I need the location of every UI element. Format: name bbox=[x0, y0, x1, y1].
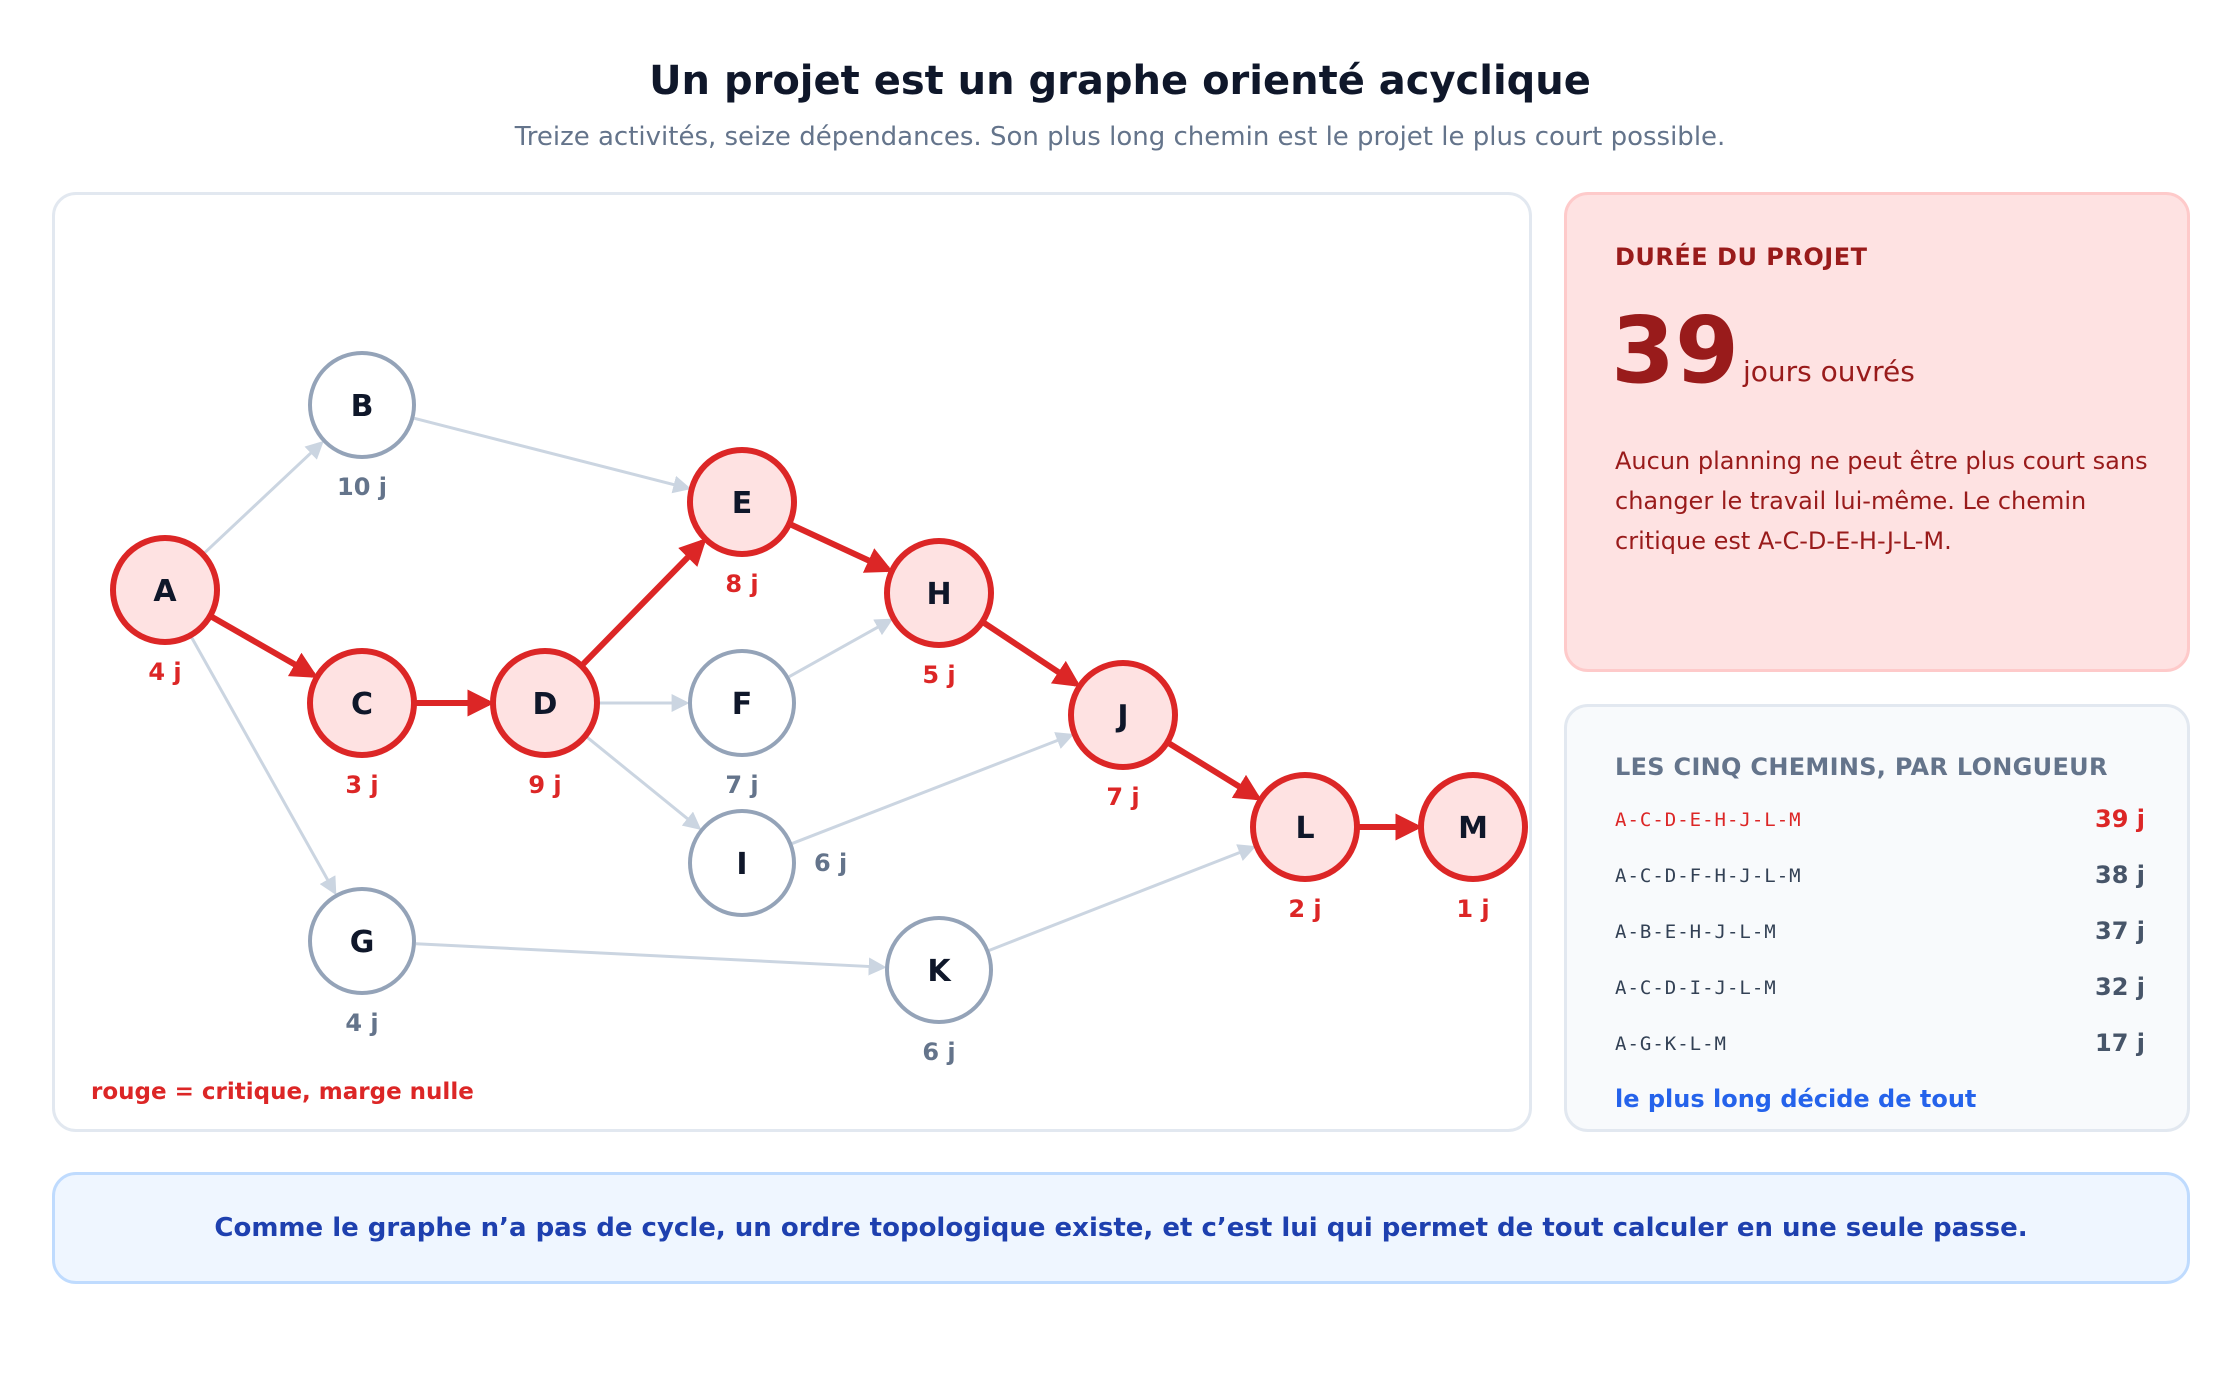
node-label: C bbox=[351, 687, 373, 722]
node-label: G bbox=[350, 925, 375, 960]
edge-A-G bbox=[190, 636, 337, 896]
node-duration: 9 j bbox=[528, 771, 561, 799]
node-duration: 2 j bbox=[1288, 895, 1321, 923]
node-C: C 3 j bbox=[307, 648, 417, 799]
banner-text: Comme le graphe n’a pas de cycle, un ord… bbox=[214, 1213, 2028, 1243]
node-label: M bbox=[1458, 811, 1488, 846]
path-length: 17 j bbox=[2095, 1029, 2145, 1057]
page-subtitle: Treize activités, seize dépendances. Son… bbox=[514, 122, 1726, 152]
node-circle bbox=[307, 648, 417, 758]
path-length: 38 j bbox=[2095, 861, 2145, 889]
node-circle bbox=[688, 649, 796, 757]
node-I: I 6 j bbox=[688, 809, 847, 917]
node-K: K 6 j bbox=[885, 916, 993, 1066]
duration-card: DURÉE DU PROJET 39 jours ouvrés Aucun pl… bbox=[1564, 192, 2190, 672]
node-duration: 8 j bbox=[725, 570, 758, 598]
node-duration: 6 j bbox=[922, 1038, 955, 1066]
node-duration: 6 j bbox=[814, 849, 847, 877]
edge-A-C bbox=[210, 614, 319, 678]
node-circle bbox=[1250, 772, 1360, 882]
path-row: A-G-K-L-M 17 j bbox=[1615, 1027, 2145, 1067]
node-H: H 5 j bbox=[884, 538, 994, 689]
node-F: F 7 j bbox=[688, 649, 796, 799]
page-title: Un projet est un graphe orienté acycliqu… bbox=[649, 58, 1591, 104]
node-circle bbox=[308, 351, 416, 459]
node-duration: 1 j bbox=[1456, 895, 1489, 923]
edge-I-J bbox=[791, 732, 1075, 845]
node-label: B bbox=[351, 389, 374, 424]
duration-label: DURÉE DU PROJET bbox=[1615, 243, 1868, 271]
edge-K-L bbox=[988, 844, 1257, 952]
node-D: D 9 j bbox=[490, 648, 600, 799]
node-label: H bbox=[926, 577, 951, 612]
node-M: M 1 j bbox=[1418, 772, 1528, 923]
node-label: K bbox=[927, 954, 952, 989]
node-circle bbox=[110, 535, 220, 645]
node-circle bbox=[490, 648, 600, 758]
edge-D-I bbox=[585, 735, 702, 830]
duration-unit: jours ouvrés bbox=[1743, 355, 1915, 388]
node-label: D bbox=[533, 687, 558, 722]
node-J: J 7 j bbox=[1068, 660, 1178, 811]
node-duration: 7 j bbox=[1106, 783, 1139, 811]
edge-H-J bbox=[982, 620, 1081, 688]
node-A: A 4 j bbox=[110, 535, 220, 686]
node-label: L bbox=[1295, 811, 1314, 846]
node-circle bbox=[885, 916, 993, 1024]
path-row: A-C-D-I-J-L-M 32 j bbox=[1615, 971, 2145, 1011]
node-circle bbox=[308, 887, 416, 995]
path-length: 37 j bbox=[2095, 917, 2145, 945]
node-circle bbox=[1068, 660, 1178, 770]
path-name: A-B-E-H-J-L-M bbox=[1615, 921, 1777, 943]
dependency-graph: A 4 j B 10 j C 3 j D 9 j E 8 j F 7 j G 4 j H 5 j I 6 j J 7 … bbox=[110, 351, 1528, 1066]
node-G: G 4 j bbox=[308, 887, 416, 1037]
path-row: A-B-E-H-J-L-M 37 j bbox=[1615, 915, 2145, 955]
conclusion-banner: Comme le graphe n’a pas de cycle, un ord… bbox=[52, 1172, 2190, 1284]
node-label: F bbox=[732, 687, 753, 722]
path-length: 39 j bbox=[2095, 805, 2145, 833]
edge-D-E bbox=[580, 538, 707, 667]
path-name: A-C-D-E-H-J-L-M bbox=[1615, 809, 1802, 831]
edge-E-H bbox=[789, 521, 894, 573]
node-duration: 3 j bbox=[345, 771, 378, 799]
paths-footer: le plus long décide de tout bbox=[1615, 1085, 1977, 1113]
node-L: L 2 j bbox=[1250, 772, 1360, 923]
edge-A-B bbox=[203, 440, 324, 555]
edge-G-K bbox=[415, 942, 887, 976]
node-label: E bbox=[732, 486, 753, 521]
node-circle bbox=[884, 538, 994, 648]
node-circle bbox=[687, 447, 797, 557]
paths-card: LES CINQ CHEMINS, PAR LONGUEUR A-C-D-E-H… bbox=[1564, 704, 2190, 1132]
edge-F-H bbox=[788, 618, 894, 678]
path-length: 32 j bbox=[2095, 973, 2145, 1001]
path-row: A-C-D-F-H-J-L-M 38 j bbox=[1615, 859, 2145, 899]
node-circle bbox=[688, 809, 796, 917]
node-circle bbox=[1418, 772, 1528, 882]
graph-panel: A 4 j B 10 j C 3 j D 9 j E 8 j F 7 j G 4 j H 5 j I 6 j J 7 … bbox=[52, 192, 1532, 1132]
node-label: J bbox=[1115, 699, 1128, 734]
node-duration: 10 j bbox=[337, 473, 387, 501]
node-duration: 7 j bbox=[725, 771, 758, 799]
duration-value: 39 bbox=[1611, 297, 1740, 404]
path-name: A-C-D-F-H-J-L-M bbox=[1615, 865, 1802, 887]
path-row: A-C-D-E-H-J-L-M 39 j bbox=[1615, 803, 2145, 843]
node-duration: 5 j bbox=[922, 661, 955, 689]
node-label: A bbox=[153, 574, 177, 609]
node-duration: 4 j bbox=[148, 658, 181, 686]
node-E: E 8 j bbox=[687, 447, 797, 598]
node-label: I bbox=[736, 847, 747, 882]
edge-B-E bbox=[413, 416, 692, 494]
paths-title: LES CINQ CHEMINS, PAR LONGUEUR bbox=[1615, 753, 2108, 781]
legend-note: rouge = critique, marge nulle bbox=[91, 1079, 474, 1105]
edge-J-L bbox=[1167, 740, 1262, 801]
path-name: A-G-K-L-M bbox=[1615, 1033, 1727, 1055]
duration-description: Aucun planning ne peut être plus court s… bbox=[1615, 447, 2148, 555]
path-name: A-C-D-I-J-L-M bbox=[1615, 977, 1777, 999]
node-duration: 4 j bbox=[345, 1009, 378, 1037]
node-B: B 10 j bbox=[308, 351, 416, 501]
